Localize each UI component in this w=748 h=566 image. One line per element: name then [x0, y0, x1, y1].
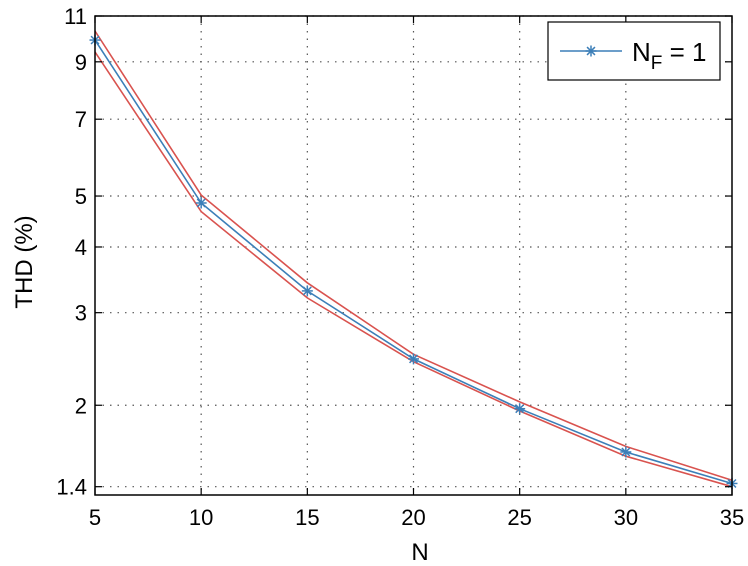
y-tick-label: 2: [75, 393, 87, 418]
series-layer: [89, 30, 738, 489]
x-tick-label: 10: [189, 505, 213, 530]
legend-marker: [585, 45, 597, 57]
legend-entry: NF = 1: [632, 37, 706, 74]
y-tick-label: 11: [64, 4, 87, 29]
x-tick-label: 25: [507, 505, 531, 530]
legend-asterisk: [585, 45, 597, 57]
data-point-marker: [408, 353, 419, 365]
x-tick-label: 35: [720, 505, 744, 530]
tick-layer: 5 10 15 20 25 30 35 1.4 2 3 4 5 7 9 11: [56, 4, 744, 530]
x-axis-label: N: [411, 539, 428, 566]
plot-frame: [94, 15, 733, 496]
y-tick-label: 1.4: [56, 475, 87, 500]
x-tick-label: 30: [614, 505, 638, 530]
y-axis-label: THD (%): [11, 215, 38, 308]
y-tick-label: 3: [75, 301, 87, 326]
series-line-bound-1: [94, 30, 733, 482]
y-tick-label: 7: [75, 107, 87, 132]
data-point-marker: [301, 285, 313, 297]
x-tick-label: 20: [401, 505, 425, 530]
y-tick-label: 5: [75, 184, 87, 209]
legend: NF = 1: [547, 21, 721, 81]
y-tick-label: 4: [75, 235, 87, 260]
legend-entry-rest: = 1: [662, 37, 706, 67]
data-point-marker: [620, 446, 632, 458]
grid-layer: [95, 15, 732, 495]
data-point-marker: [514, 403, 526, 415]
legend-entry-subscript: F: [651, 53, 663, 74]
y-tick-label: 9: [75, 50, 87, 75]
x-tick-label: 15: [295, 505, 319, 530]
legend-entry-main: N: [632, 37, 651, 67]
x-tick-label: 5: [89, 505, 101, 530]
data-point-marker: [195, 197, 207, 209]
